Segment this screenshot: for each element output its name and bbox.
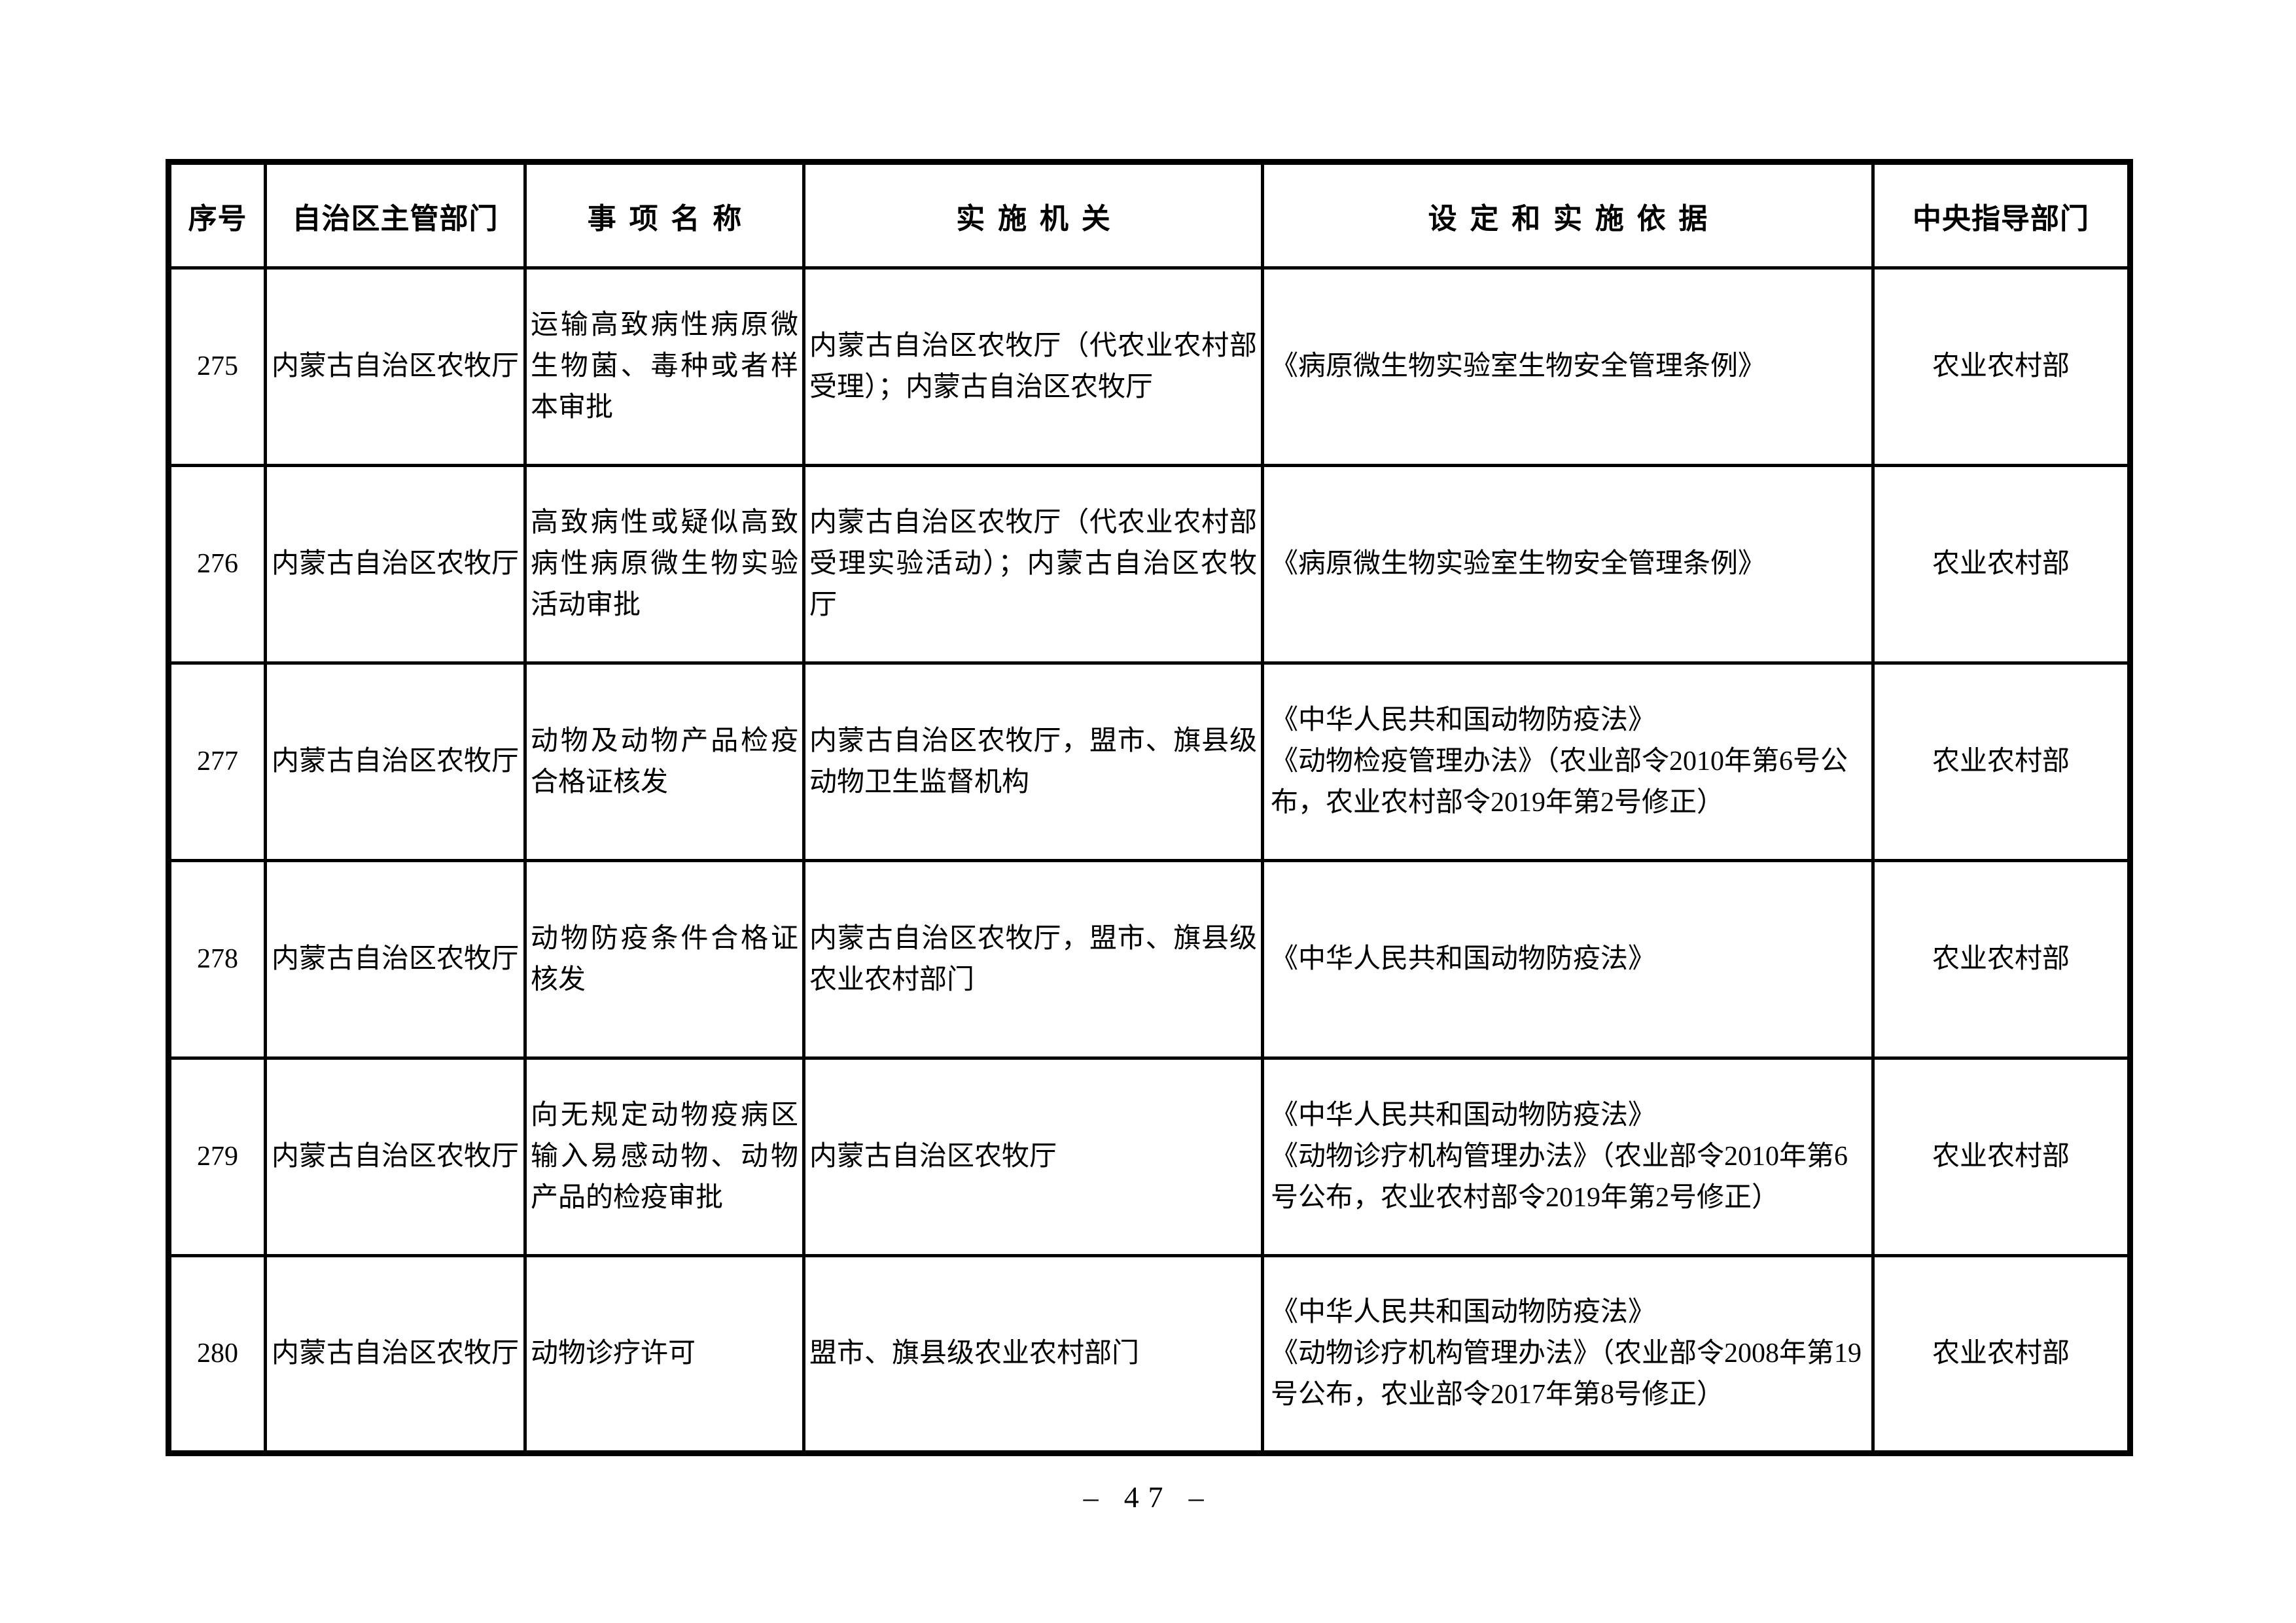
cell-region-department: 内蒙古自治区农牧厅 (264, 1254, 527, 1455)
header-region-department: 自治区主管部门 (264, 160, 527, 270)
cell-region-department: 内蒙古自治区农牧厅 (264, 661, 527, 862)
cell-region-department: 内蒙古自治区农牧厅 (264, 464, 527, 665)
cell-implementing-agency: 内蒙古自治区农牧厅（代农业农村部受理实验活动）；内蒙古自治区农牧厅 (802, 464, 1264, 665)
cell-implementing-agency: 内蒙古自治区农牧厅，盟市、旗县级动物卫生监督机构 (802, 661, 1264, 862)
page-number: – 47 – (1083, 1480, 1213, 1514)
cell-central-guidance-department: 农业农村部 (1871, 1254, 2132, 1455)
header-implementing-agency: 实施机关 (802, 160, 1264, 270)
cell-implementing-agency: 内蒙古自治区农牧厅 (802, 1056, 1264, 1257)
cell-item-name: 向无规定动物疫病区输入易感动物、动物产品的检疫审批 (523, 1056, 805, 1257)
table-row: 276 内蒙古自治区农牧厅 高致病性或疑似高致病性病原微生物实验活动审批 内蒙古… (167, 464, 2132, 665)
table-row: 279 内蒙古自治区农牧厅 向无规定动物疫病区输入易感动物、动物产品的检疫审批 … (167, 1056, 2132, 1257)
cell-item-name: 动物诊疗许可 (523, 1254, 805, 1455)
header-legal-basis: 设定和实施依据 (1261, 160, 1875, 270)
cell-central-guidance-department: 农业农村部 (1871, 266, 2132, 467)
table-row: 275 内蒙古自治区农牧厅 运输高致病性病原微生物菌、毒种或者样本审批 内蒙古自… (167, 266, 2132, 467)
cell-legal-basis: 《中华人民共和国动物防疫法》 《动物诊疗机构管理办法》（农业部令2008年第19… (1261, 1254, 1875, 1455)
cell-central-guidance-department: 农业农村部 (1871, 859, 2132, 1060)
cell-serial-number: 278 (167, 859, 267, 1060)
cell-region-department: 内蒙古自治区农牧厅 (264, 266, 527, 467)
table-row: 278 内蒙古自治区农牧厅 动物防疫条件合格证核发 内蒙古自治区农牧厅，盟市、旗… (167, 859, 2132, 1060)
cell-central-guidance-department: 农业农村部 (1871, 464, 2132, 665)
cell-item-name: 动物防疫条件合格证核发 (523, 859, 805, 1060)
cell-central-guidance-department: 农业农村部 (1871, 661, 2132, 862)
cell-serial-number: 277 (167, 661, 267, 862)
approval-items-table: 序号 自治区主管部门 事项名称 实施机关 设定和实施依据 中央指导部门 275 … (166, 159, 2133, 1456)
cell-implementing-agency: 内蒙古自治区农牧厅，盟市、旗县级农业农村部门 (802, 859, 1264, 1060)
cell-legal-basis: 《中华人民共和国动物防疫法》 《动物诊疗机构管理办法》（农业部令2010年第6号… (1261, 1056, 1875, 1257)
cell-item-name: 运输高致病性病原微生物菌、毒种或者样本审批 (523, 266, 805, 467)
table-row: 280 内蒙古自治区农牧厅 动物诊疗许可 盟市、旗县级农业农村部门 《中华人民共… (167, 1254, 2132, 1455)
cell-serial-number: 279 (167, 1056, 267, 1257)
cell-implementing-agency: 内蒙古自治区农牧厅（代农业农村部受理）；内蒙古自治区农牧厅 (802, 266, 1264, 467)
cell-item-name: 动物及动物产品检疫合格证核发 (523, 661, 805, 862)
header-serial-number: 序号 (167, 160, 267, 270)
cell-legal-basis: 《中华人民共和国动物防疫法》 (1261, 859, 1875, 1060)
cell-serial-number: 276 (167, 464, 267, 665)
cell-serial-number: 275 (167, 266, 267, 467)
cell-legal-basis: 《中华人民共和国动物防疫法》 《动物检疫管理办法》（农业部令2010年第6号公布… (1261, 661, 1875, 862)
cell-region-department: 内蒙古自治区农牧厅 (264, 859, 527, 1060)
table-header-row: 序号 自治区主管部门 事项名称 实施机关 设定和实施依据 中央指导部门 (167, 160, 2132, 270)
cell-item-name: 高致病性或疑似高致病性病原微生物实验活动审批 (523, 464, 805, 665)
cell-legal-basis: 《病原微生物实验室生物安全管理条例》 (1261, 464, 1875, 665)
cell-central-guidance-department: 农业农村部 (1871, 1056, 2132, 1257)
cell-serial-number: 280 (167, 1254, 267, 1455)
cell-implementing-agency: 盟市、旗县级农业农村部门 (802, 1254, 1264, 1455)
table-row: 277 内蒙古自治区农牧厅 动物及动物产品检疫合格证核发 内蒙古自治区农牧厅，盟… (167, 661, 2132, 862)
cell-legal-basis: 《病原微生物实验室生物安全管理条例》 (1261, 266, 1875, 467)
cell-region-department: 内蒙古自治区农牧厅 (264, 1056, 527, 1257)
header-item-name: 事项名称 (523, 160, 805, 270)
header-central-guidance-department: 中央指导部门 (1871, 160, 2132, 270)
